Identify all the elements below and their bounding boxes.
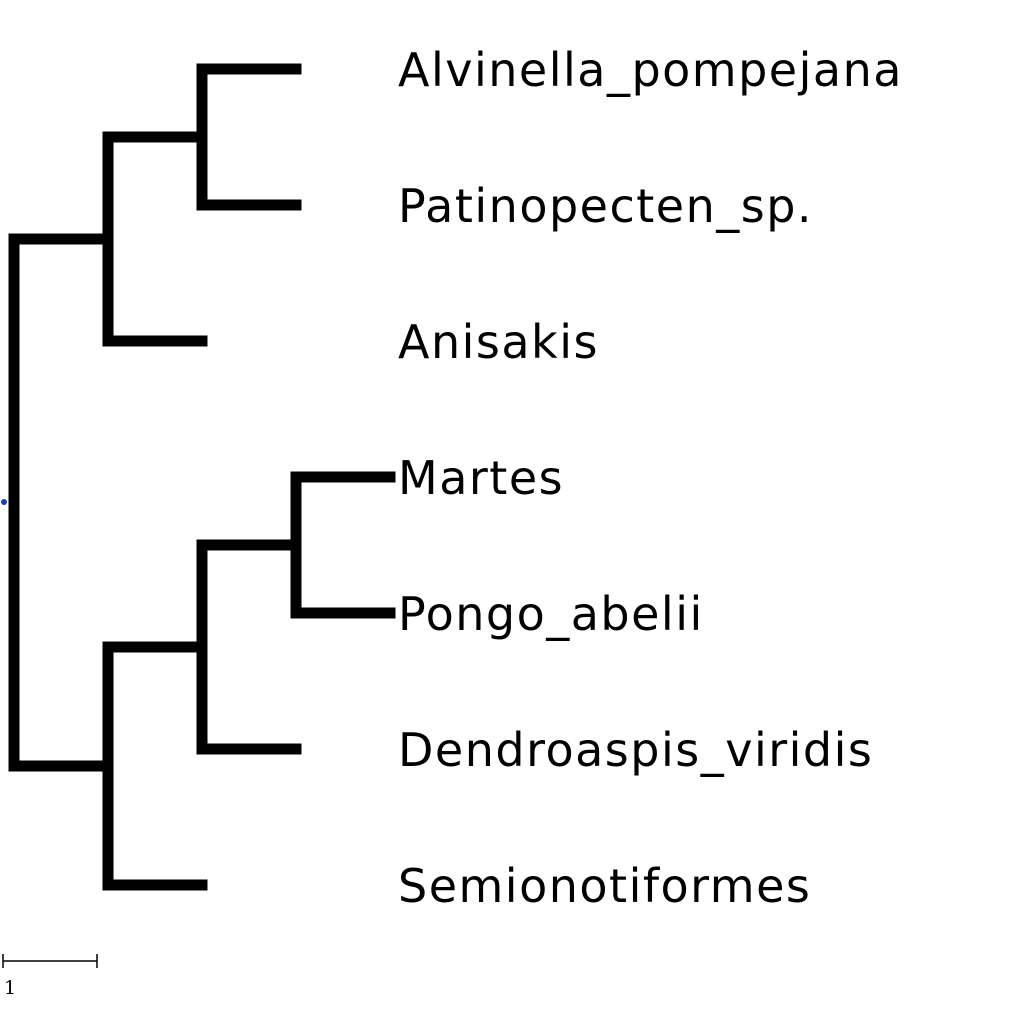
root-node-marker (1, 499, 7, 505)
scale-bar: 1 (2, 954, 98, 999)
taxon-labels: Alvinella_pompejana Patinopecten_sp. Anisa… (398, 43, 903, 913)
taxon-label: Alvinella_pompejana (398, 43, 903, 97)
taxon-label: Martes (398, 451, 564, 505)
taxon-label: Semionotiformes (398, 859, 811, 913)
taxon-label: Anisakis (398, 315, 599, 369)
tree-branches (8, 63, 396, 891)
taxon-label: Pongo_abelii (398, 587, 704, 641)
taxon-label: Patinopecten_sp. (398, 179, 813, 233)
scale-bar-label: 1 (4, 977, 16, 999)
taxon-label: Dendroaspis_viridis (398, 723, 873, 777)
